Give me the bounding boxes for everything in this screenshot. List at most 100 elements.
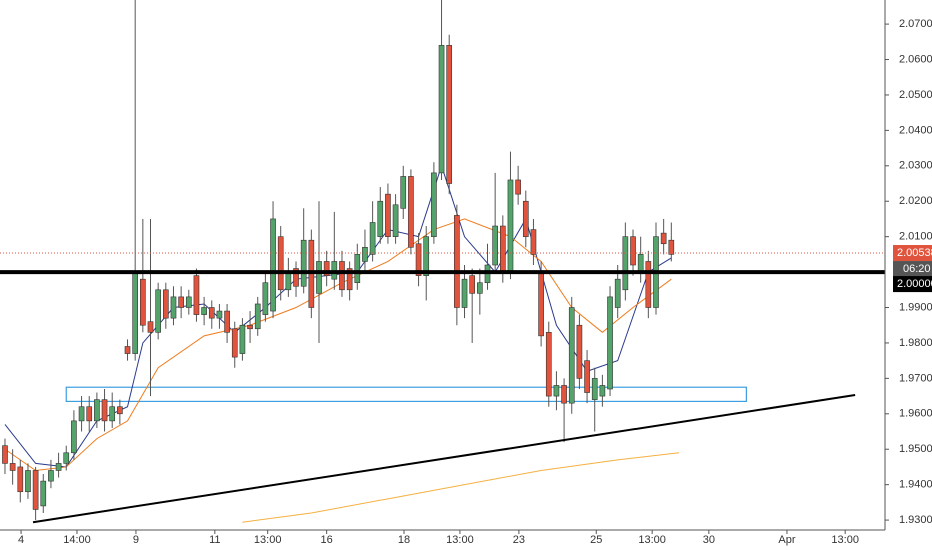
y-tick-label: 1.94000 — [899, 479, 932, 491]
candle-body — [17, 466, 24, 493]
candle-body — [55, 463, 62, 471]
candle-body — [477, 282, 483, 294]
candle-body — [392, 204, 399, 237]
y-tick-label: 1.96000 — [899, 408, 932, 420]
candle-body — [78, 406, 85, 422]
candle-body — [40, 480, 47, 507]
candle-body — [637, 254, 644, 273]
y-tick-label: 1.99000 — [899, 301, 932, 313]
candle-body — [492, 225, 498, 266]
candle-body — [63, 452, 70, 464]
candle-body — [339, 261, 345, 291]
candle-body — [155, 289, 161, 333]
candle-body — [254, 303, 261, 330]
candle-body — [132, 271, 139, 354]
x-tick-label: 13:00 — [831, 534, 859, 546]
candle-body — [231, 328, 238, 358]
candle-body — [208, 307, 215, 319]
candle-body — [630, 236, 636, 266]
y-tick-label: 2.07000 — [899, 18, 932, 30]
x-tick-label: 30 — [703, 534, 715, 546]
x-tick-label: Apr — [778, 534, 795, 546]
price-tag — [893, 245, 932, 262]
candle-body — [668, 239, 675, 255]
y-tick-label: 2.01000 — [899, 231, 932, 243]
candle-body — [300, 239, 307, 287]
y-tick-label: 2.04000 — [899, 124, 932, 136]
candle-body — [507, 179, 514, 273]
candle-body — [262, 282, 269, 315]
y-tick-label: 1.95000 — [899, 443, 932, 455]
candle-body — [431, 172, 437, 237]
candle-body — [86, 406, 93, 422]
x-tick-label: 23 — [513, 534, 525, 546]
candle-body — [293, 268, 299, 287]
plot-area — [0, 0, 885, 524]
candle-body — [178, 296, 184, 308]
candle-body — [614, 278, 621, 308]
candle-body — [499, 225, 506, 273]
candle-body — [515, 179, 521, 195]
x-tick-label: 25 — [590, 534, 602, 546]
x-tick-label: 13:00 — [446, 534, 474, 546]
candle-body — [622, 236, 629, 291]
candle-body — [576, 324, 583, 379]
candle-body — [216, 310, 223, 319]
candle-body — [423, 236, 430, 276]
x-tick-label: 4 — [18, 534, 24, 546]
candle-body — [109, 406, 116, 422]
candle-body — [2, 445, 8, 464]
candle-body — [545, 332, 552, 397]
y-tick-label: 1.97000 — [899, 372, 932, 384]
candle-body — [568, 307, 575, 404]
candle-body — [124, 346, 131, 354]
candle-body — [239, 324, 246, 354]
candle-body — [607, 296, 613, 390]
candle-body — [469, 275, 476, 294]
candle-body — [377, 200, 384, 237]
x-tick-label: 13:00 — [254, 534, 282, 546]
candle-body — [438, 45, 445, 174]
y-tick-label: 2.03000 — [899, 160, 932, 172]
candle-body — [48, 470, 54, 482]
countdown-tag — [893, 261, 932, 278]
candle-body — [140, 278, 146, 326]
candle-body — [369, 222, 376, 255]
candle-body — [408, 176, 414, 248]
candle-body — [461, 278, 468, 308]
candle-body — [270, 218, 276, 312]
candle-body — [454, 215, 460, 308]
candle-body — [247, 324, 253, 330]
trendline — [32, 394, 856, 524]
candle-body — [522, 200, 529, 237]
y-tick-label: 1.98000 — [899, 337, 932, 349]
candle-body — [285, 271, 292, 291]
candle-body — [162, 289, 169, 319]
candle-body — [9, 463, 16, 471]
price-tag-label: 2.00538 — [897, 247, 932, 259]
x-tick-label: 16 — [321, 534, 333, 546]
y-tick-label: 2.02000 — [899, 195, 932, 207]
moving-average — [242, 452, 680, 523]
candle-body — [660, 232, 667, 245]
countdown-label: 06:20 — [903, 263, 931, 275]
candle-body — [362, 246, 368, 262]
candle-body — [170, 296, 177, 319]
candle-body — [25, 470, 31, 493]
candle-body — [71, 420, 77, 454]
candle-body — [94, 399, 100, 422]
x-tick-label: 14:00 — [63, 534, 91, 546]
x-tick-label: 13:00 — [638, 534, 666, 546]
candle-body — [224, 310, 230, 333]
y-tick-label: 2.05000 — [899, 89, 932, 101]
candle-body — [591, 378, 598, 400]
candle-body — [385, 193, 391, 237]
level-tag-label: 2.00000 — [897, 278, 932, 290]
candle-body — [117, 406, 123, 415]
candle-body — [147, 321, 154, 333]
candle-body — [553, 385, 560, 397]
candle-body — [323, 261, 330, 276]
candle-body — [316, 261, 322, 294]
